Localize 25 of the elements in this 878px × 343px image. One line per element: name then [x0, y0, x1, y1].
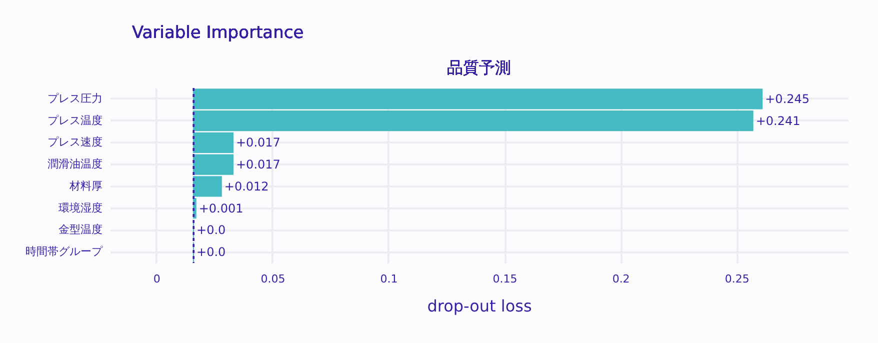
x-tick-label: 0.05	[260, 272, 286, 286]
chart-title: Variable Importance	[132, 23, 304, 43]
y-tick-label: プレス温度	[48, 114, 102, 127]
x-tick-label: 0	[153, 272, 160, 286]
y-tick-label: 潤滑油温度	[48, 158, 102, 171]
x-tick-label: 0.15	[492, 272, 518, 286]
y-tick-label: プレス圧力	[48, 92, 102, 105]
data-label: +0.0	[196, 245, 226, 260]
x-tick-label: 0.25	[724, 272, 750, 286]
data-label: +0.245	[765, 92, 810, 106]
x-tick-label: 0.1	[380, 272, 398, 286]
y-tick-label: プレス速度	[48, 136, 102, 149]
y-tick-label: 時間帯グループ	[26, 245, 104, 258]
y-tick-label: 金型温度	[58, 223, 102, 236]
y-tick-label: 環境湿度	[58, 201, 102, 214]
data-label: +0.017	[236, 136, 280, 150]
data-label: +0.241	[756, 114, 800, 128]
x-tick-label: 0.2	[612, 272, 630, 286]
data-label: +0.001	[198, 201, 244, 216]
data-label: +0.012	[224, 179, 269, 194]
data-label: +0.017	[236, 158, 280, 172]
data-label: +0.0	[196, 223, 226, 238]
y-tick-label: 材料厚	[68, 179, 102, 192]
x-axis-title: drop-out loss	[427, 296, 532, 316]
chart-subtitle: 品質予測	[447, 58, 511, 77]
